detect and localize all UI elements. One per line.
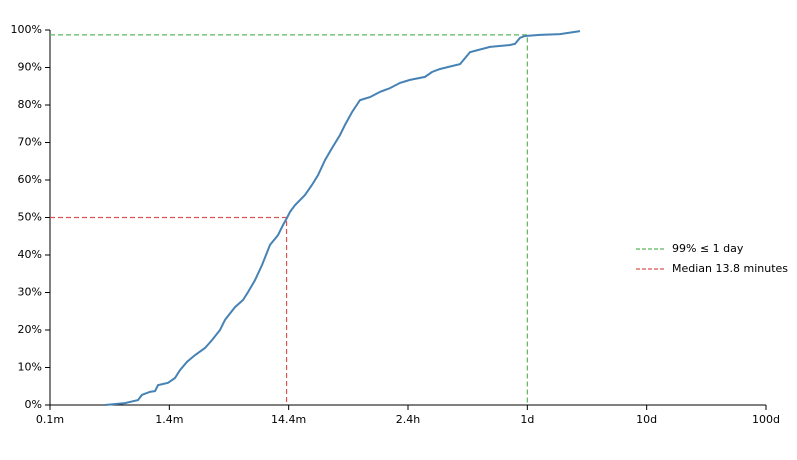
y-tick-label: 60% bbox=[18, 173, 42, 186]
y-tick-label: 50% bbox=[18, 211, 42, 224]
y-tick-label: 80% bbox=[18, 98, 42, 111]
reference-line bbox=[50, 216, 288, 405]
y-tick-label: 70% bbox=[18, 136, 42, 149]
y-tick-label: 40% bbox=[18, 248, 42, 261]
legend-label: Median 13.8 minutes bbox=[672, 262, 788, 275]
y-tick-label: 20% bbox=[18, 323, 42, 336]
x-tick-label: 14.4m bbox=[271, 413, 306, 426]
y-tick-label: 100% bbox=[11, 23, 42, 36]
x-tick-label: 1d bbox=[520, 413, 534, 426]
x-tick-label: 10d bbox=[636, 413, 657, 426]
legend-label: 99% ≤ 1 day bbox=[672, 242, 744, 255]
x-tick-label: 2.4h bbox=[396, 413, 420, 426]
y-tick-label: 0% bbox=[25, 398, 42, 411]
y-tick-label: 90% bbox=[18, 61, 42, 74]
cdf-line bbox=[104, 30, 581, 406]
x-tick-label: 0.1m bbox=[36, 413, 64, 426]
y-tick-label: 10% bbox=[18, 361, 42, 374]
x-tick-label: 100d bbox=[752, 413, 780, 426]
y-tick-label: 30% bbox=[18, 286, 42, 299]
reference-line bbox=[50, 34, 528, 405]
x-tick-label: 1.4m bbox=[155, 413, 183, 426]
